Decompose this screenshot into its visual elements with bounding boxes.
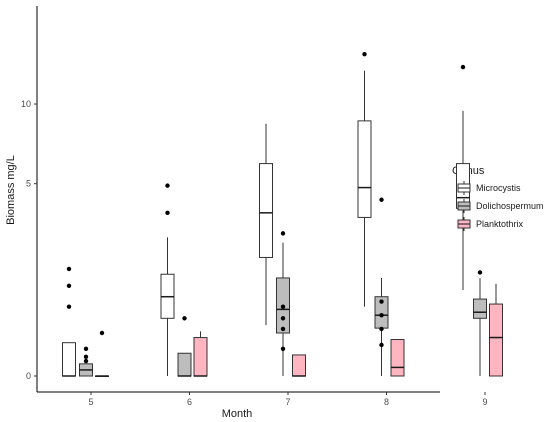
x-axis-title: Month [222, 408, 253, 420]
x-tick-label: 5 [88, 397, 93, 407]
outlier-point [165, 183, 170, 188]
outlier-point [83, 358, 89, 364]
x-tick-label: 6 [187, 397, 192, 407]
y-tick-label: 10 [21, 99, 31, 109]
outlier-point [379, 299, 384, 304]
box-planktothrix [292, 354, 306, 377]
outlier-point [66, 266, 72, 272]
y-tick-label: 5 [26, 179, 31, 189]
legend-label: Microcystis [476, 183, 521, 193]
legend-label: Dolichospermum [476, 201, 544, 211]
outlier-point [379, 312, 384, 318]
box-planktothrix [390, 339, 405, 377]
outlier-point [460, 64, 466, 70]
y-axis-title: Biomass mg/L [5, 155, 17, 225]
outlier-point [280, 326, 286, 332]
x-tick-label: 9 [482, 397, 487, 407]
box-planktothrix [193, 337, 208, 377]
outlier-point [379, 326, 384, 332]
outlier-point [477, 270, 483, 275]
outlier-point [83, 354, 89, 359]
outlier-point [165, 210, 170, 216]
box-planktothrix [489, 303, 503, 377]
box-dolichospermum [177, 352, 192, 377]
y-tick-label: 0 [26, 371, 31, 381]
x-tick-label: 8 [384, 397, 389, 407]
outlier-point [280, 231, 286, 236]
x-tick-label: 7 [285, 397, 290, 407]
outlier-point [362, 52, 367, 57]
outlier-point [66, 283, 72, 289]
outlier-point [83, 346, 89, 352]
box-microcystis [357, 120, 372, 218]
box-microcystis [62, 342, 76, 377]
outlier-point [280, 316, 286, 321]
outlier-point [379, 197, 384, 202]
box-dolichospermum [473, 298, 487, 319]
outlier-point [182, 316, 187, 321]
outlier-point [280, 304, 286, 309]
legend-label: Planktothrix [476, 219, 524, 229]
outlier-point [99, 330, 105, 336]
box-microcystis [259, 163, 273, 258]
outlier-point [280, 346, 286, 352]
outlier-point [66, 304, 72, 309]
outlier-point [379, 342, 384, 348]
